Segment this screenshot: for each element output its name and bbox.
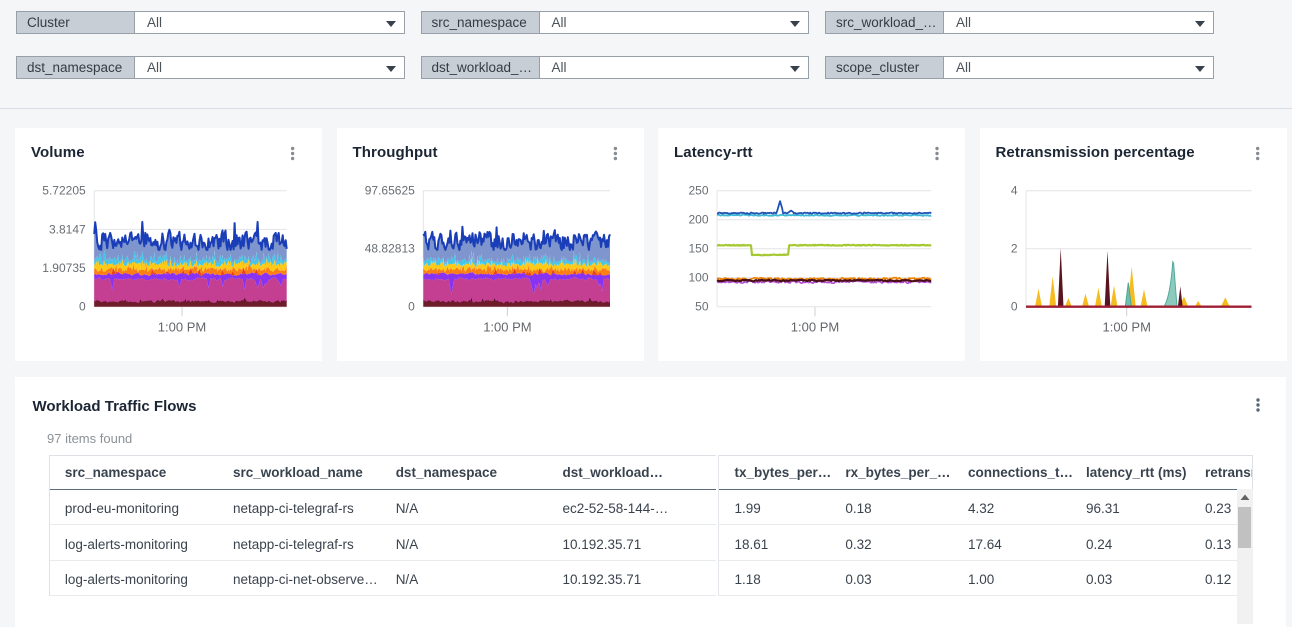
svg-text:1.90735: 1.90735: [42, 261, 86, 275]
svg-text:2: 2: [1010, 242, 1017, 256]
svg-text:4: 4: [1010, 184, 1017, 198]
svg-text:1:00 PM: 1:00 PM: [483, 320, 531, 335]
svg-text:0: 0: [1010, 300, 1017, 314]
svg-text:200: 200: [688, 213, 708, 227]
svg-text:250: 250: [688, 184, 708, 198]
svg-text:3.8147: 3.8147: [49, 222, 86, 236]
svg-text:97.65625: 97.65625: [364, 184, 414, 198]
svg-text:1:00 PM: 1:00 PM: [158, 320, 206, 335]
svg-text:1:00 PM: 1:00 PM: [791, 320, 839, 335]
svg-text:1:00 PM: 1:00 PM: [1102, 320, 1150, 335]
svg-text:0: 0: [408, 300, 415, 314]
svg-text:100: 100: [688, 271, 708, 285]
svg-text:5.72205: 5.72205: [42, 184, 86, 198]
svg-text:150: 150: [688, 242, 708, 256]
svg-text:0: 0: [79, 300, 86, 314]
svg-text:50: 50: [695, 300, 709, 314]
svg-text:48.82813: 48.82813: [364, 242, 414, 256]
